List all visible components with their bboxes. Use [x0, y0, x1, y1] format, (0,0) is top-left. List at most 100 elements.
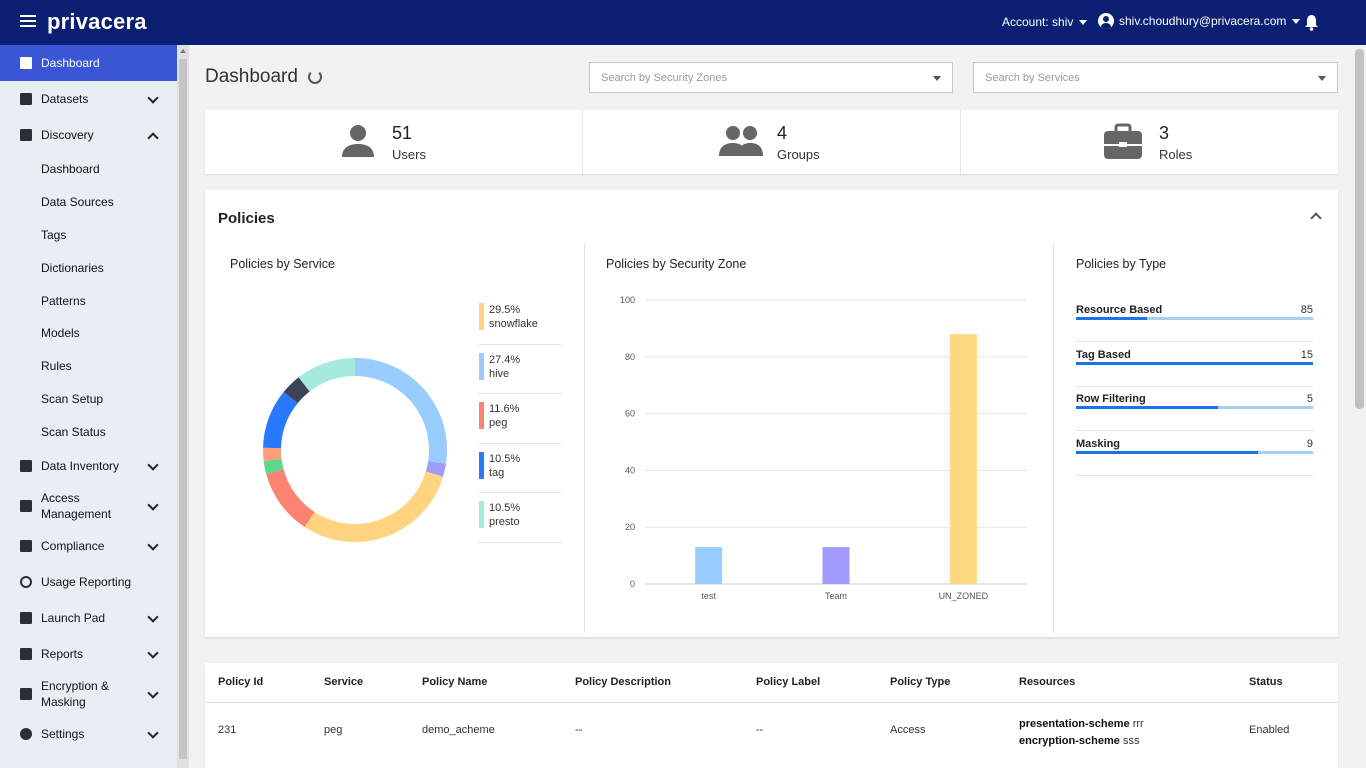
- account-label: Account: shiv: [1002, 15, 1074, 29]
- policy-type-row[interactable]: Tag Based 15: [1076, 342, 1313, 387]
- sidebar-item-settings[interactable]: Settings: [0, 716, 177, 752]
- stat-roles[interactable]: 3 Roles: [961, 110, 1338, 174]
- policy-type-row[interactable]: Row Filtering 5: [1076, 386, 1313, 431]
- sidebar-item-access-management[interactable]: Access Management: [0, 484, 177, 528]
- page-scrollbar[interactable]: [1353, 45, 1366, 768]
- legend-item-presto[interactable]: 10.5% presto: [479, 493, 561, 543]
- access-management-icon: [20, 500, 32, 513]
- column-header-service[interactable]: Service: [324, 676, 364, 688]
- sidebar-item-label: Dashboard: [41, 56, 100, 70]
- sidebar-subitem-rules[interactable]: Rules: [41, 359, 72, 374]
- bar-team[interactable]: [822, 547, 850, 584]
- legend-item-hive[interactable]: 27.4% hive: [479, 345, 561, 394]
- legend-label: peg: [489, 417, 508, 429]
- policy-type-count: 15: [1300, 349, 1313, 361]
- policies-by-service-donut: [263, 358, 447, 542]
- stat-groups[interactable]: 4 Groups: [583, 110, 961, 174]
- gear-icon: [20, 728, 32, 741]
- services-select[interactable]: Search by Services: [973, 62, 1338, 93]
- policy-type-bar: [1076, 317, 1313, 320]
- legend-item-snowflake[interactable]: 29.5% snowflake: [479, 295, 561, 345]
- refresh-icon[interactable]: [308, 70, 322, 84]
- cell-policy-type: Access: [890, 724, 926, 736]
- column-header-policy-description[interactable]: Policy Description: [575, 676, 671, 688]
- sidebar-subitem-data-sources[interactable]: Data Sources: [41, 195, 114, 210]
- sidebar-subitem-scan-setup[interactable]: Scan Setup: [41, 391, 104, 406]
- sidebar-item-launch-pad[interactable]: Launch Pad: [0, 600, 177, 636]
- donut-slice[interactable]: [263, 447, 282, 461]
- legend-label: snowflake: [489, 318, 538, 330]
- sidebar-item-label: Discovery: [41, 128, 94, 142]
- legend-swatch: [479, 501, 484, 528]
- user-menu[interactable]: shiv.choudhury@privacera.com: [1098, 13, 1301, 29]
- sidebar-item-data-inventory[interactable]: Data Inventory: [0, 448, 177, 484]
- chevron-up-icon[interactable]: [1310, 212, 1322, 224]
- groups-count: 4: [777, 123, 788, 143]
- policy-type-row[interactable]: Masking 9: [1076, 431, 1313, 476]
- sidebar-item-discovery[interactable]: Discovery: [0, 117, 177, 153]
- bar-test[interactable]: [695, 547, 723, 584]
- legend-item-peg[interactable]: 11.6% peg: [479, 394, 561, 444]
- donut-slice-presto[interactable]: [298, 358, 355, 392]
- donut-slice[interactable]: [263, 458, 284, 474]
- bell-icon[interactable]: [1304, 14, 1319, 31]
- column-header-status[interactable]: Status: [1249, 676, 1283, 688]
- sidebar-subitem-patterns[interactable]: Patterns: [41, 293, 86, 308]
- policy-type-row[interactable]: Resource Based 85: [1076, 297, 1313, 342]
- sidebar-item-datasets[interactable]: Datasets: [0, 81, 177, 117]
- donut-slice[interactable]: [283, 377, 310, 404]
- scrollbar-thumb[interactable]: [179, 59, 187, 759]
- users-label: Users: [392, 147, 426, 162]
- cell-status: Enabled: [1249, 724, 1290, 736]
- policy-type-bar: [1076, 406, 1313, 409]
- roles-label: Roles: [1159, 147, 1193, 162]
- sidebar-scrollbar[interactable]: [177, 45, 189, 768]
- column-header-policy-id[interactable]: Policy Id: [218, 676, 264, 688]
- resource-key: encryption-scheme: [1019, 735, 1120, 747]
- y-tick-label: 0: [630, 579, 635, 589]
- security-zones-placeholder: Search by Security Zones: [601, 72, 727, 84]
- stat-users[interactable]: 51 Users: [205, 110, 583, 174]
- chevron-down-icon: [147, 499, 159, 511]
- donut-slice-peg[interactable]: [266, 469, 315, 528]
- policy-type-name: Tag Based: [1076, 349, 1131, 361]
- donut-slice-tag[interactable]: [263, 391, 298, 449]
- sidebar-subitem-scan-status[interactable]: Scan Status: [41, 424, 106, 439]
- donut-slice-hive[interactable]: [355, 358, 447, 464]
- column-header-resources[interactable]: Resources: [1019, 676, 1076, 688]
- briefcase-icon: [1104, 123, 1142, 159]
- sidebar-item-encryption-masking[interactable]: Encryption & Masking: [0, 672, 177, 716]
- cell-policy-name[interactable]: demo_acheme: [422, 724, 495, 736]
- column-header-policy-label[interactable]: Policy Label: [756, 676, 821, 688]
- scroll-up-icon[interactable]: [180, 49, 186, 53]
- sidebar-item-reports[interactable]: Reports: [0, 636, 177, 672]
- top-bar: privacera Account: shiv shiv.choudhury@p…: [0, 0, 1366, 45]
- sidebar-item-compliance[interactable]: Compliance: [0, 528, 177, 564]
- sidebar-subitem-dashboard[interactable]: Dashboard: [41, 162, 100, 177]
- chevron-down-icon: [147, 539, 159, 551]
- sidebar-item-label: Access Management: [41, 491, 112, 522]
- column-header-policy-name[interactable]: Policy Name: [422, 676, 488, 688]
- legend-percent: 10.5%: [489, 502, 521, 514]
- sidebar-subitem-tags[interactable]: Tags: [41, 227, 67, 242]
- column-header-policy-type[interactable]: Policy Type: [890, 676, 951, 688]
- menu-icon[interactable]: [20, 15, 36, 29]
- cell-policy-label: --: [756, 724, 764, 736]
- roles-count: 3: [1159, 123, 1170, 143]
- chevron-down-icon: [1318, 76, 1326, 81]
- scrollbar-thumb[interactable]: [1355, 49, 1364, 409]
- sidebar-item-usage-reporting[interactable]: Usage Reporting: [0, 564, 177, 600]
- sidebar-subitem-models[interactable]: Models: [41, 326, 80, 341]
- donut-slice[interactable]: [425, 461, 446, 477]
- legend-item-tag[interactable]: 10.5% tag: [479, 444, 561, 493]
- account-selector[interactable]: Account: shiv: [1002, 15, 1088, 29]
- security-zones-select[interactable]: Search by Security Zones: [589, 62, 953, 93]
- sidebar-subitem-dictionaries[interactable]: Dictionaries: [41, 260, 104, 275]
- divider: [1053, 244, 1054, 633]
- donut-slice-snowflake[interactable]: [304, 471, 444, 542]
- cell-service: peg: [324, 724, 343, 736]
- resource-value: rrr: [1132, 718, 1144, 730]
- bar-un_zoned[interactable]: [949, 334, 977, 584]
- shield-icon: [20, 540, 32, 553]
- sidebar-item-dashboard[interactable]: Dashboard: [0, 45, 177, 81]
